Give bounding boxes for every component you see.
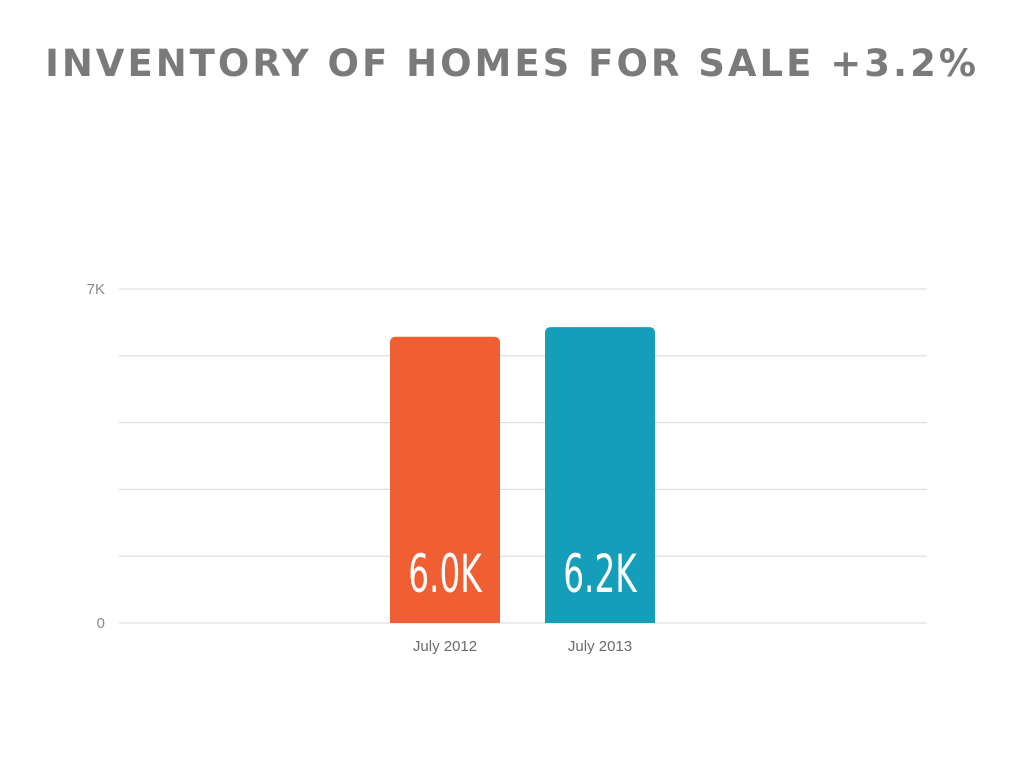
bar [390, 336, 500, 623]
data-label: 6.2K [563, 544, 638, 605]
x-tick-label: July 2012 [413, 638, 477, 655]
y-tick-label: 0 [97, 615, 105, 632]
chart-title: INVENTORY OF HOMES FOR SALE +3.2% [45, 42, 979, 85]
x-tick-label: July 2013 [568, 638, 632, 655]
y-tick-label: 7K [87, 281, 105, 298]
bar [545, 327, 655, 623]
data-label: 6.0K [408, 544, 483, 605]
